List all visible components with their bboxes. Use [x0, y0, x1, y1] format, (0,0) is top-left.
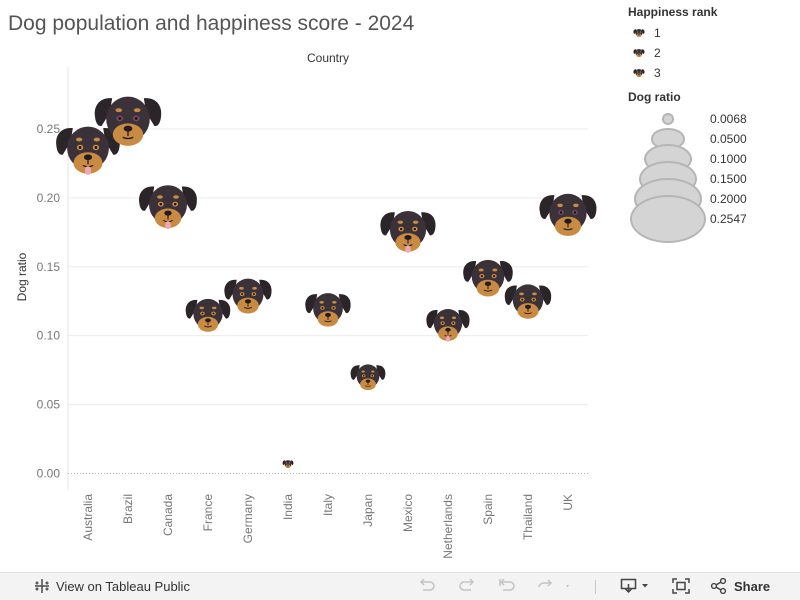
view-on-tableau-button[interactable]: View on Tableau Public: [34, 578, 190, 594]
redo-button[interactable]: [458, 578, 476, 594]
rank-legend-item[interactable]: 1: [628, 23, 800, 43]
data-point-uk[interactable]: [539, 193, 597, 236]
y-tick-labels: 0.00 0.05 0.10 0.15 0.20 0.25: [37, 122, 61, 480]
size-legend-bubble: [661, 113, 675, 125]
refresh-button[interactable]: [536, 578, 570, 594]
y-tick-label: 0.15: [37, 260, 61, 274]
x-tick-label: Brazil: [121, 494, 135, 524]
fullscreen-button[interactable]: [672, 578, 690, 594]
rank-legend-item[interactable]: 2: [628, 43, 800, 63]
x-tick-label: India: [281, 494, 295, 520]
size-legend-label: 0.1500: [710, 172, 747, 186]
share-icon: [710, 578, 727, 594]
rank-legend-label: 3: [654, 66, 661, 80]
x-tick-label: Netherlands: [441, 494, 455, 559]
dog-head-icon: [633, 68, 645, 78]
y-tick-label: 0.20: [37, 191, 61, 205]
chart: Country Dog ratio 0.000.050.100.150.200.…: [15, 51, 597, 559]
data-point-brazil[interactable]: [94, 96, 162, 146]
revert-icon: [499, 578, 515, 591]
column-header: Country: [307, 51, 349, 65]
download-icon: [620, 578, 648, 594]
size-legend-title: Dog ratio: [628, 90, 681, 104]
data-point-germany[interactable]: [224, 278, 272, 314]
x-tick-label: Canada: [161, 494, 175, 536]
y-tick-label: 0.05: [37, 398, 61, 412]
share-button[interactable]: Share: [710, 578, 770, 594]
footer-toolbar: View on Tableau Public Share: [0, 572, 800, 600]
legend: Happiness rank 1 2 3 Dog ratio 0.0068 0.050…: [628, 5, 800, 243]
y-axis-title: Dog ratio: [15, 252, 29, 301]
undo-icon: [419, 578, 435, 591]
dog-head-icon: [633, 48, 645, 58]
dog-head-icon: [633, 28, 645, 38]
x-tick-labels: Australia Brazil Canada France Germany India I…: [81, 494, 575, 559]
data-point-netherlands[interactable]: [426, 309, 470, 342]
x-tick-label: Japan: [361, 494, 375, 527]
x-tick-label: Australia: [81, 494, 95, 541]
rank-legend: 1 2 3: [628, 23, 800, 83]
data-point-canada[interactable]: [139, 185, 197, 230]
x-tick-label: Spain: [481, 494, 495, 525]
x-tick-label: UK: [561, 494, 575, 511]
x-tick-label: Germany: [241, 494, 255, 543]
rank-legend-title: Happiness rank: [628, 5, 718, 19]
size-legend-label: 0.2000: [710, 192, 747, 206]
size-legend-label: 0.0068: [710, 112, 747, 126]
rank-legend-label: 1: [654, 26, 661, 40]
size-legend-label: 0.1000: [710, 152, 747, 166]
size-legend: 0.0068 0.0500 0.1000 0.1500 0.2000 0.2547: [628, 104, 800, 243]
fullscreen-icon: [672, 578, 690, 594]
data-point-india[interactable]: [282, 460, 294, 469]
undo-button[interactable]: [418, 578, 436, 594]
size-legend-label: 0.2547: [710, 212, 747, 226]
view-on-tableau-label: View on Tableau Public: [56, 578, 190, 594]
x-tick-label: France: [201, 494, 215, 532]
data-point-thailand[interactable]: [504, 284, 552, 319]
y-tick-label: 0.25: [37, 122, 61, 136]
x-tick-label: Mexico: [401, 494, 415, 532]
redo-icon: [459, 578, 475, 591]
data-point-italy[interactable]: [305, 293, 351, 327]
size-legend-label: 0.0500: [710, 132, 747, 146]
y-tick-label: 0.10: [37, 329, 61, 343]
data-point-australia[interactable]: [56, 126, 120, 175]
refresh-icon: [538, 579, 569, 588]
x-tick-label: Italy: [321, 494, 335, 516]
rank-legend-item[interactable]: 3: [628, 63, 800, 83]
data-point-france[interactable]: [185, 298, 231, 332]
y-tick-label: 0.00: [37, 466, 61, 480]
rank-legend-label: 2: [654, 46, 661, 60]
size-legend-bubble: [630, 195, 706, 243]
data-point-japan[interactable]: [350, 364, 386, 391]
download-button[interactable]: [620, 578, 652, 594]
data-point-spain[interactable]: [463, 259, 513, 297]
x-tick-label: Thailand: [521, 494, 535, 540]
share-label: Share: [734, 578, 771, 594]
page-title: Dog population and happiness score - 202…: [8, 12, 415, 35]
tableau-logo-icon: [35, 579, 49, 593]
data-point-mexico[interactable]: [380, 210, 436, 253]
toolbar-divider: [595, 580, 596, 594]
revert-button[interactable]: [498, 578, 516, 594]
data-marks: [56, 96, 597, 469]
